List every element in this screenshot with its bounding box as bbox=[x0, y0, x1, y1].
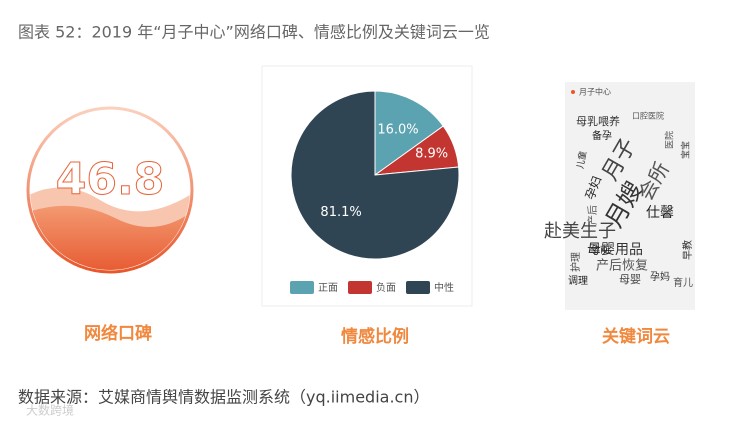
pie-slice bbox=[290, 90, 460, 260]
slice-label: 8.9% bbox=[415, 146, 448, 161]
cloud-word: 母婴 bbox=[619, 273, 641, 286]
pie-slice bbox=[374, 90, 444, 176]
legend-label: 中性 bbox=[434, 281, 454, 294]
cloud-word: 护理 bbox=[569, 252, 582, 272]
legend-swatch bbox=[348, 281, 372, 294]
gauge-label: 网络口碑 bbox=[84, 323, 152, 344]
cloud-word: 母婴用品 bbox=[587, 242, 643, 258]
cloud-word: 备孕 bbox=[592, 129, 612, 142]
cloud-word: 医院 bbox=[664, 131, 676, 149]
cloud-label: 关键词云 bbox=[602, 326, 670, 347]
cloud-word: 孕前 bbox=[590, 243, 610, 256]
cloud-word: 母乳喂养 bbox=[576, 114, 620, 128]
gauge-score: 46.8 bbox=[56, 154, 165, 205]
pie: 16.0% 8.9% 81.1% 正面 负面 中性 bbox=[290, 90, 460, 294]
cloud-word: 仕馨 bbox=[646, 205, 674, 221]
legend-swatch bbox=[290, 281, 314, 294]
cloud-panel bbox=[565, 82, 695, 310]
cloud-word: 赴美生子 bbox=[544, 221, 616, 242]
cloud-word: 宝宝 bbox=[680, 141, 692, 159]
cloud-word: 产后恢复 bbox=[596, 259, 648, 274]
slice-label: 81.1% bbox=[320, 205, 361, 220]
cloud-word: 调理 bbox=[568, 275, 588, 287]
watermark: 大数跨境 bbox=[26, 403, 74, 418]
source: 数据来源：艾媒商情舆情数据监测系统（yq.iimedia.cn） bbox=[18, 388, 429, 407]
legend-label: 负面 bbox=[376, 281, 396, 294]
pie-label: 情感比例 bbox=[341, 326, 409, 347]
cloud-word: 口腔医院 bbox=[632, 111, 664, 121]
cloud-word: 孕妈 bbox=[650, 270, 670, 283]
cloud-word: 早教 bbox=[681, 240, 694, 260]
cloud-word: 儿童 bbox=[574, 150, 589, 170]
cloud-word: 育儿 bbox=[673, 276, 693, 289]
cloud-word: 产后 bbox=[586, 205, 599, 225]
slice-label: 16.0% bbox=[377, 123, 418, 138]
cloud-legend: 月子中心 bbox=[579, 87, 611, 97]
legend-swatch bbox=[406, 281, 430, 294]
legend-label: 正面 bbox=[318, 283, 338, 294]
cloud-legend-dot bbox=[571, 90, 575, 94]
title: 图表 52：2019 年“月子中心”网络口碑、情感比例及关键词云一览 bbox=[18, 23, 490, 42]
